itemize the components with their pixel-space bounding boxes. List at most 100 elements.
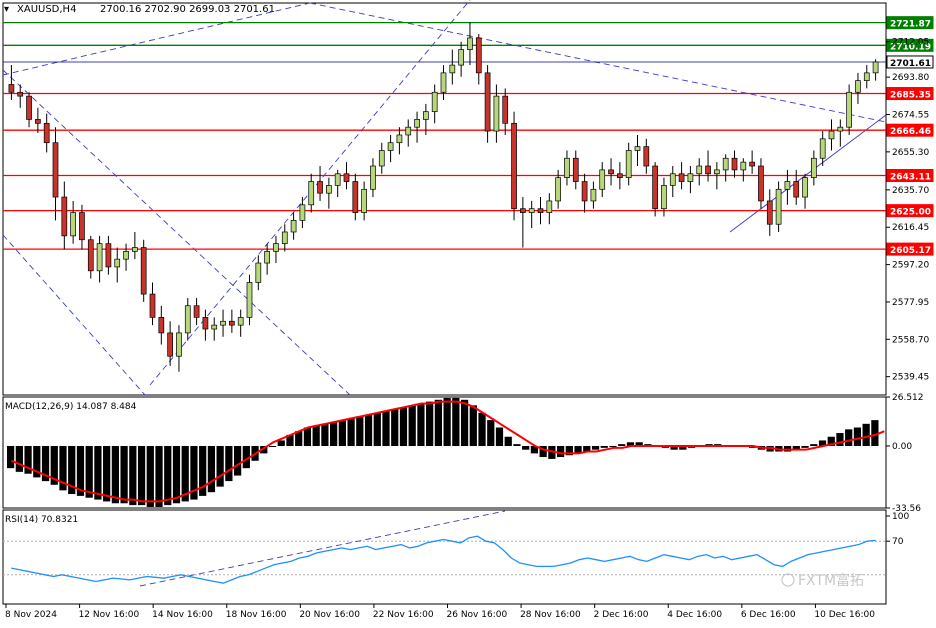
panel-frames [2, 2, 887, 605]
watermark-logo-icon [781, 573, 795, 587]
macd-histogram-bar [199, 445, 207, 496]
candle-body [414, 119, 420, 128]
rsi-panel [3, 510, 886, 587]
candle-body [431, 91, 438, 113]
macd-histogram-bar [635, 442, 643, 446]
macd-histogram-bar [33, 445, 41, 478]
macd-histogram-bar [556, 445, 565, 458]
candle-body [202, 317, 209, 330]
candle-body [220, 320, 226, 326]
macd-histogram-bar [41, 445, 50, 482]
candle-body [520, 208, 526, 213]
macd-histogram-bar [618, 444, 626, 446]
macd-tick-label: 0.00 [892, 442, 912, 452]
time-tick-label: 4 Dec 16:00 [667, 610, 722, 620]
candle-body [511, 122, 517, 210]
candle-body [317, 181, 323, 194]
candle-body [26, 95, 32, 120]
candle-body [572, 157, 579, 182]
candle-body [687, 173, 694, 182]
candle-body [105, 243, 112, 268]
macd-histogram-bar [146, 445, 154, 507]
macd-histogram-bar [426, 401, 434, 446]
macd-histogram-bar [225, 445, 233, 482]
macd-histogram-bar [260, 445, 268, 454]
time-axis: 8 Nov 2024 12 Nov 16:00 14 Nov 16:00 18 Nov… [5, 604, 875, 620]
macd-histogram-bar [330, 421, 338, 446]
candle-body [378, 150, 385, 167]
macd-histogram-bar [452, 397, 460, 446]
symbol-label: XAUUSD,H4 [17, 4, 76, 15]
dropdown-triangle-icon[interactable]: ▾ [4, 4, 9, 15]
time-tick-label: 20 Nov 16:00 [299, 610, 360, 620]
candle-body [537, 208, 544, 213]
price-level-label: 2685.35 [890, 91, 931, 101]
macd-histogram-bar [530, 445, 539, 454]
candle-body [749, 161, 755, 167]
candle-body [731, 157, 738, 171]
macd-histogram-bar [391, 409, 399, 446]
macd-axis: 26.512 0.00 -33.56 [886, 393, 924, 514]
time-tick-label: 12 Nov 16:00 [79, 610, 140, 620]
macd-histogram-bar [399, 407, 408, 446]
candle-body [802, 177, 808, 198]
macd-histogram-bar [286, 434, 294, 446]
candle-body [370, 165, 376, 190]
macd-histogram-bar [338, 420, 346, 446]
candle-body [678, 173, 685, 182]
macd-histogram-bar [539, 445, 547, 458]
macd-histogram-bar [129, 445, 137, 506]
candle-body [581, 181, 588, 202]
macd-histogram-bar [495, 427, 504, 446]
candle-body [52, 142, 59, 198]
candle-body [343, 173, 350, 182]
macd-histogram-bar [792, 445, 800, 450]
candle-body [132, 247, 138, 252]
candle-body [634, 146, 641, 151]
macd-histogram-bar [504, 436, 512, 446]
candle-body [625, 150, 632, 179]
candle-body [96, 243, 103, 272]
candle-body [555, 177, 561, 202]
candle-body [184, 305, 191, 334]
price-tick-label: 2693.80 [892, 73, 929, 83]
candle-body [237, 317, 244, 326]
candle-body [784, 181, 791, 190]
time-tick-label: 22 Nov 16:00 [373, 610, 434, 620]
candle-body [246, 282, 253, 318]
watermark-text: FXTM富拓 [798, 572, 864, 589]
candle-body [17, 91, 24, 97]
candle-body [176, 332, 182, 357]
candle-body [863, 72, 870, 81]
candle-body [528, 208, 535, 213]
macd-histogram-bar [443, 397, 451, 446]
price-level-label: 2666.46 [890, 127, 931, 137]
candle-body [193, 305, 200, 318]
panel-frame-2 [2, 509, 887, 605]
candle-body [546, 200, 553, 213]
time-tick-label: 8 Nov 2024 [5, 610, 57, 620]
candle-body [440, 72, 447, 93]
candle-body [123, 251, 129, 260]
macd-histogram-bar [216, 445, 224, 487]
time-tick-label: 6 Dec 16:00 [741, 610, 796, 620]
candle-body [229, 320, 235, 326]
macd-histogram-bar [356, 416, 364, 446]
price-level-tag [886, 204, 934, 218]
candle-body [264, 251, 270, 264]
candle-body [669, 173, 676, 186]
macd-histogram-bar [24, 445, 32, 474]
macd-histogram-bar [15, 445, 23, 472]
price-level-label: 2643.11 [890, 172, 931, 182]
macd-histogram-bar [434, 399, 442, 446]
candle-body [87, 239, 94, 272]
candle-body [828, 130, 835, 140]
price-level-tag [886, 168, 934, 182]
macd-histogram-bar [548, 445, 556, 459]
candle-body [714, 169, 720, 175]
macd-histogram-bar [382, 410, 390, 446]
macd-histogram-bar [373, 412, 381, 446]
macd-histogram-bar [827, 436, 835, 446]
macd-histogram-bar [810, 444, 818, 446]
